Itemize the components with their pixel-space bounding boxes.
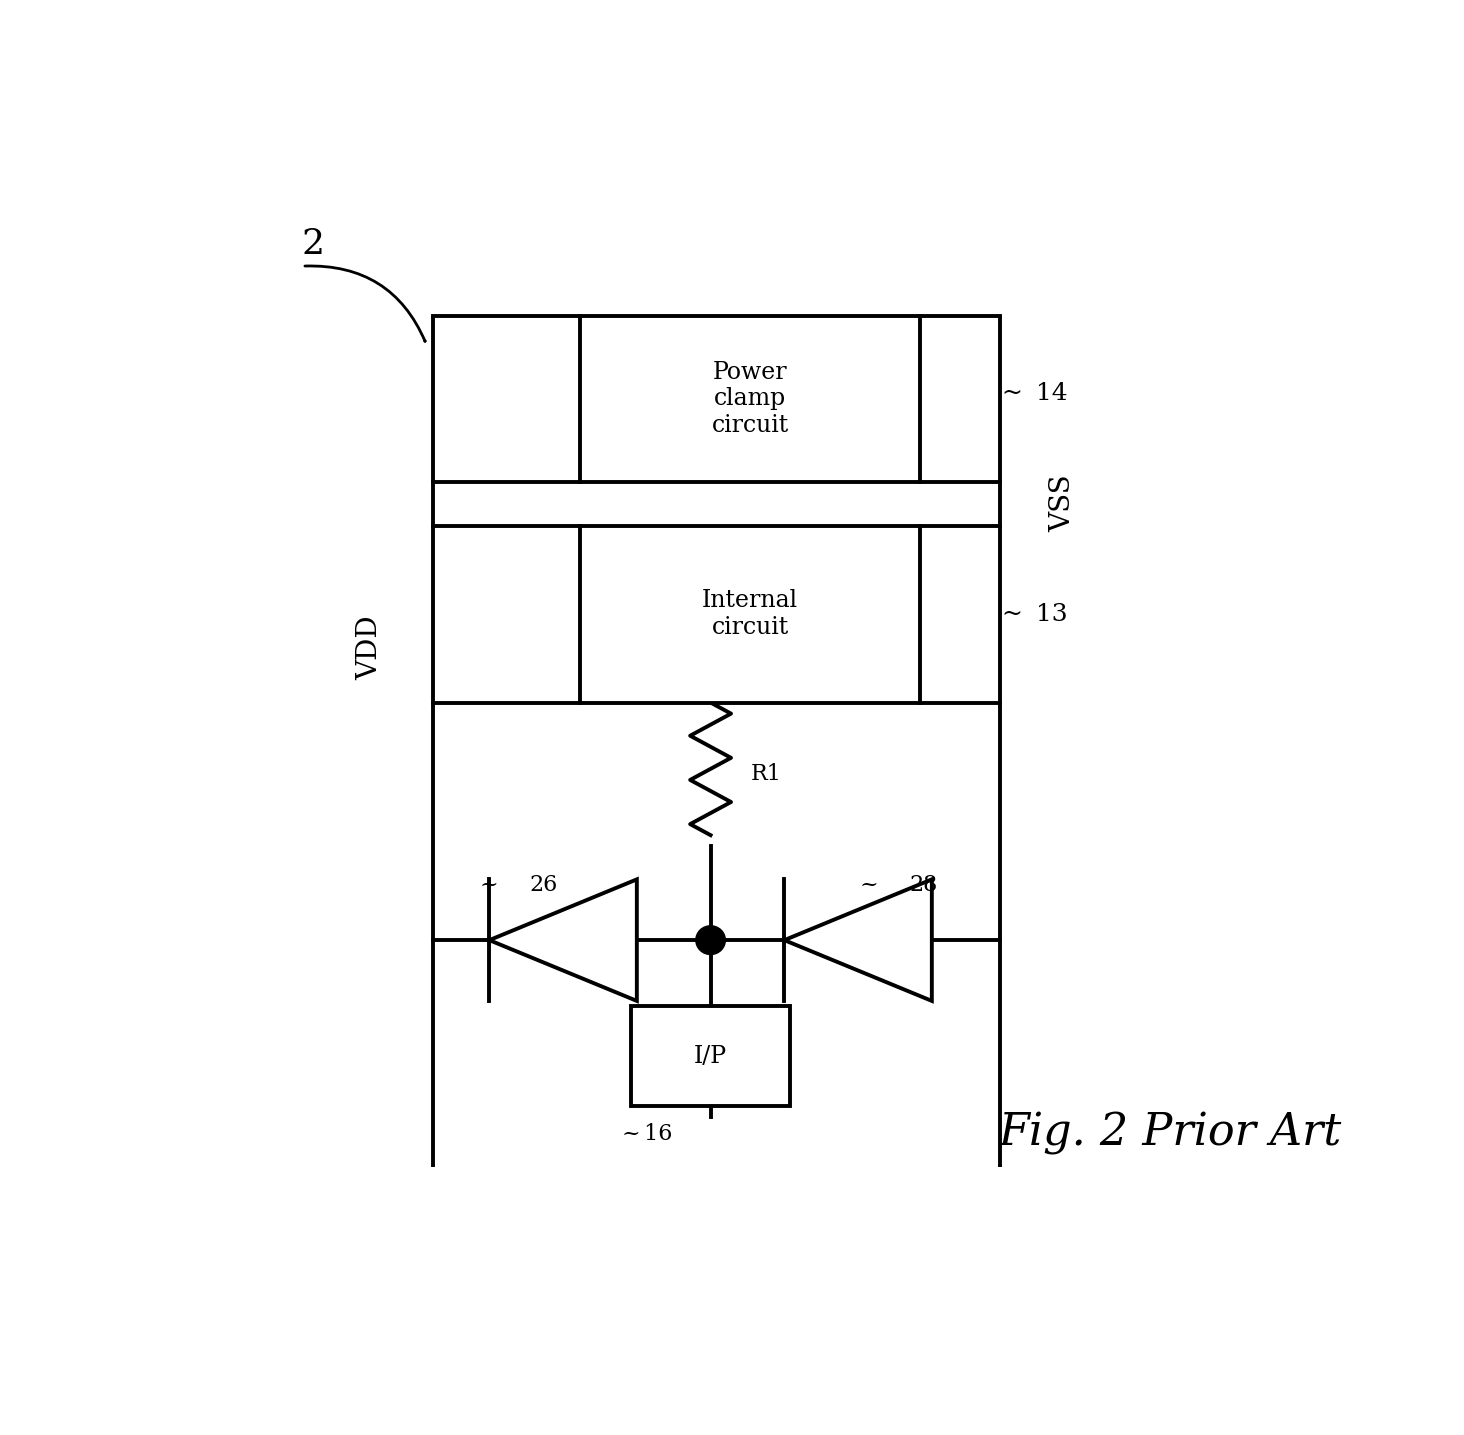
Bar [631, 1006, 791, 1106]
Text: ~: ~ [861, 874, 878, 895]
Text: VDD: VDD [357, 616, 384, 680]
Polygon shape [489, 880, 637, 1002]
FancyArrowPatch shape [305, 265, 425, 342]
Text: ~: ~ [1001, 603, 1022, 626]
Text: ~: ~ [480, 874, 499, 895]
Text: Internal
circuit: Internal circuit [703, 590, 798, 639]
Text: ~: ~ [1001, 382, 1022, 405]
Text: Fig. 2 Prior Art: Fig. 2 Prior Art [998, 1112, 1341, 1155]
Text: R1: R1 [751, 763, 782, 785]
Circle shape [695, 926, 725, 954]
Text: 2: 2 [302, 227, 325, 261]
Text: 14: 14 [1028, 382, 1067, 405]
Bar [580, 525, 921, 703]
Text: 13: 13 [1028, 603, 1067, 626]
Text: 16: 16 [637, 1122, 672, 1145]
Text: 28: 28 [909, 874, 937, 895]
Text: Power
clamp
circuit: Power clamp circuit [712, 360, 789, 436]
Bar [580, 316, 921, 482]
Text: I/P: I/P [694, 1045, 728, 1068]
Text: ~: ~ [622, 1122, 640, 1145]
Text: VSS: VSS [1048, 475, 1076, 532]
Polygon shape [785, 880, 931, 1002]
Text: 26: 26 [529, 874, 558, 895]
